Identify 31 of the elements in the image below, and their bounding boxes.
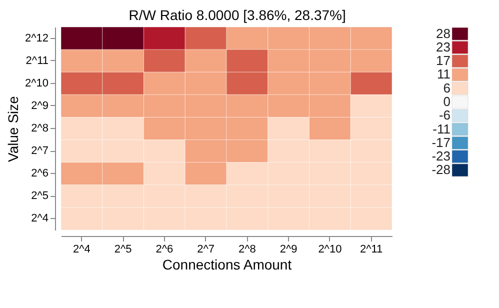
y-tick-label: 2^12	[24, 32, 48, 44]
x-tick-label: 2^9	[280, 244, 298, 256]
y-tick-label: 2^4	[31, 212, 48, 225]
x-axis-title: Connections Amount	[162, 256, 292, 272]
chart-title: R/W Ratio 8.0000 [3.86%, 28.37%]	[128, 6, 346, 23]
color-bar-label: 23	[436, 39, 450, 54]
y-tick-label: 2^7	[31, 145, 48, 158]
y-tick-label: 2^5	[31, 190, 48, 202]
x-tick-label: 2^7	[197, 244, 215, 256]
x-tick-label: 2^11	[360, 244, 383, 256]
color-bar-label: -6	[438, 108, 450, 123]
color-bar-label: 0	[443, 94, 450, 109]
color-bar-label: 17	[436, 53, 450, 68]
y-axis-title: Value Size	[4, 96, 21, 162]
x-tick-label: 2^5	[114, 244, 132, 256]
x-tick-label: 2^8	[238, 244, 256, 256]
x-tick-label: 2^10	[318, 244, 342, 256]
color-bar-label: -28	[432, 162, 450, 178]
color-bar-label: -23	[432, 148, 450, 164]
y-tick-label: 2^6	[31, 168, 48, 180]
color-bar-label: 11	[437, 66, 450, 82]
y-tick-label: 2^9	[31, 100, 48, 112]
y-tick-label: 2^10	[24, 77, 48, 90]
y-tick-label: 2^8	[31, 122, 48, 134]
color-bar-label: -17	[432, 134, 450, 150]
x-tick-label: 2^4	[72, 244, 90, 256]
color-bar-label: 6	[443, 80, 450, 96]
color-bar-label: 28	[436, 26, 450, 41]
color-bar-label: -11	[432, 121, 450, 136]
x-tick-label: 2^6	[156, 244, 174, 256]
y-tick-label: 2^11	[26, 54, 48, 67]
